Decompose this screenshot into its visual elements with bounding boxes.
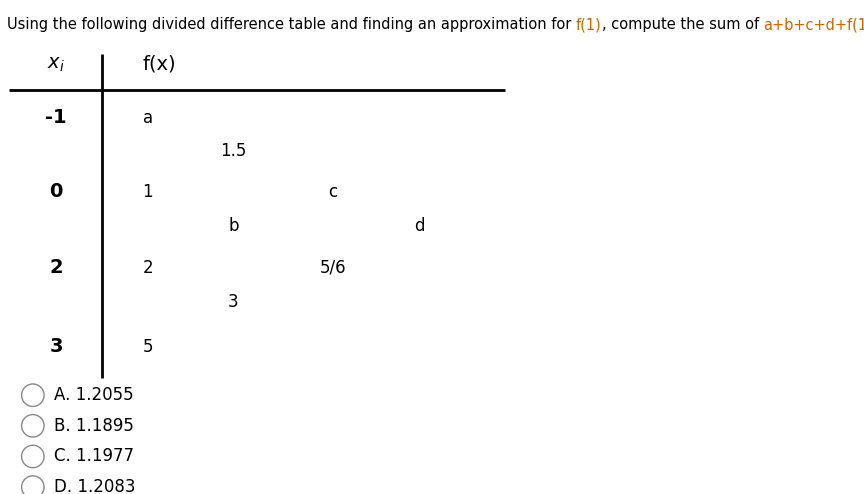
Text: 3: 3 (49, 337, 63, 356)
Text: a: a (143, 109, 153, 126)
Text: -1: -1 (45, 108, 67, 127)
Text: 5: 5 (143, 338, 153, 356)
Text: f(1): f(1) (576, 17, 601, 32)
Text: c: c (328, 183, 337, 201)
Text: 1.5: 1.5 (220, 142, 246, 160)
Text: 5/6: 5/6 (320, 259, 346, 277)
Text: A. 1.2055: A. 1.2055 (54, 386, 134, 404)
Text: $x_i$: $x_i$ (48, 55, 65, 74)
Text: d: d (414, 217, 424, 235)
Text: 1: 1 (143, 183, 153, 201)
Text: 0: 0 (49, 182, 63, 201)
Text: 2: 2 (49, 258, 63, 277)
Text: b: b (228, 217, 238, 235)
Text: B. 1.1895: B. 1.1895 (54, 417, 134, 435)
Text: 3: 3 (228, 293, 238, 311)
Text: a+b+c+d+f(1): a+b+c+d+f(1) (764, 17, 864, 32)
Text: C. 1.1977: C. 1.1977 (54, 448, 135, 465)
Text: f(x): f(x) (143, 55, 176, 74)
Text: 2: 2 (143, 259, 153, 277)
Text: D. 1.2083: D. 1.2083 (54, 478, 136, 494)
Text: , compute the sum of: , compute the sum of (601, 17, 764, 32)
Text: Using the following divided difference table and finding an approximation for: Using the following divided difference t… (7, 17, 576, 32)
